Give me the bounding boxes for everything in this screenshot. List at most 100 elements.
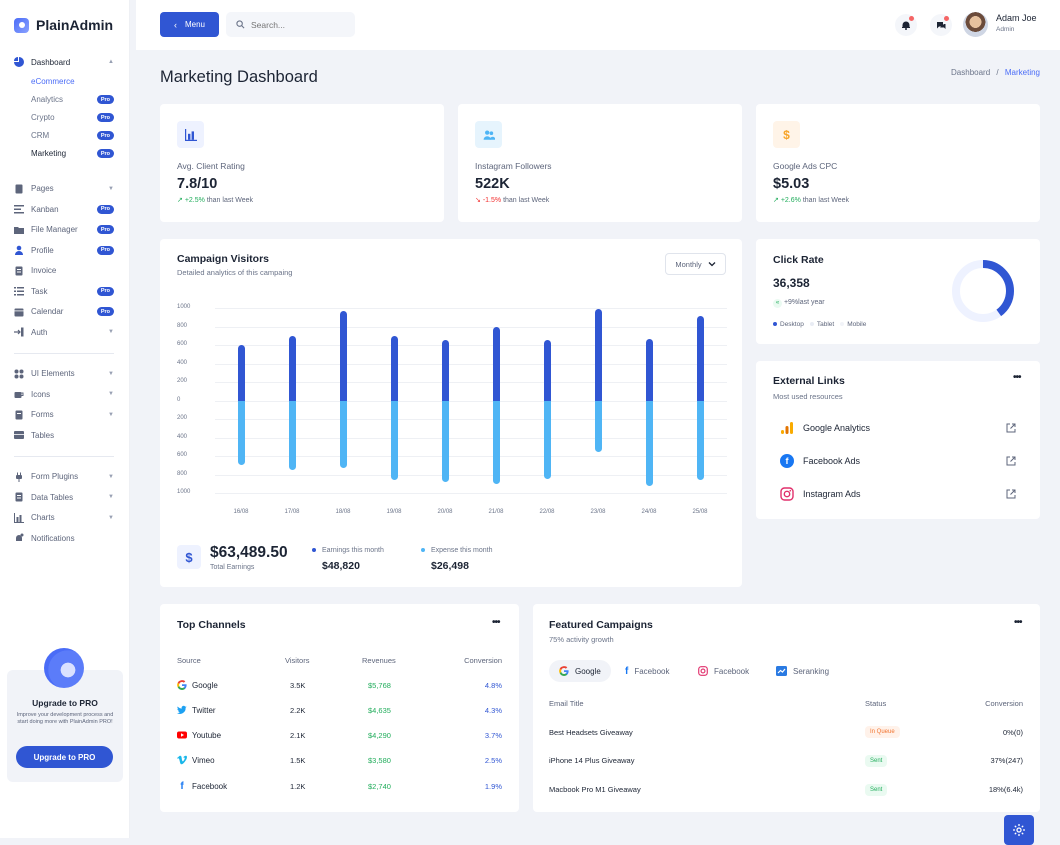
earnings-bar[interactable] — [339, 310, 347, 404]
more-options-icon[interactable]: ••• — [492, 617, 500, 628]
settings-button[interactable] — [1004, 815, 1034, 845]
table-row[interactable]: Youtube — [177, 730, 221, 740]
campaign-subtitle: Detailed analytics of this campaing — [177, 268, 293, 277]
earnings-bar[interactable] — [441, 340, 449, 404]
expense-bar[interactable] — [390, 400, 398, 481]
sidebar-item-dashboard[interactable]: Dashboard ▲ — [0, 52, 128, 73]
expense-bar[interactable] — [492, 400, 500, 484]
click-rate-donut — [952, 260, 1014, 322]
sidebar-item-calendar[interactable]: Calendar Pro — [0, 302, 128, 323]
period-select[interactable]: Monthly — [665, 253, 726, 275]
total-earnings-value: $63,489.50 — [210, 544, 288, 561]
channel-conversion: 4.8% — [484, 681, 502, 690]
breadcrumb-root[interactable]: Dashboard — [951, 68, 991, 77]
sidebar-item-label: Notifications — [31, 533, 75, 543]
app-logo[interactable]: PlainAdmin — [14, 17, 113, 33]
campaign-row-title[interactable]: Macbook Pro M1 Giveaway — [549, 785, 641, 794]
stat-trend: ↗ +2.5% than last Week — [177, 196, 253, 204]
table-row[interactable]: Google — [177, 680, 218, 690]
campaign-row-title[interactable]: iPhone 14 Plus Giveaway — [549, 756, 635, 765]
external-link-facebook-ads[interactable]: f Facebook Ads — [780, 454, 1016, 468]
external-link-icon[interactable] — [1006, 489, 1016, 499]
sidebar-item-icons[interactable]: Icons ▼ — [0, 384, 128, 405]
sidebar-item-task[interactable]: Task Pro — [0, 281, 128, 302]
donut-arc — [952, 260, 1014, 322]
table-icon — [14, 430, 24, 440]
search-bar[interactable] — [226, 12, 355, 37]
expense-bar[interactable] — [594, 400, 602, 453]
sidebar-item-label: Crypto — [31, 113, 55, 122]
tab-instagram[interactable]: Facebook — [688, 660, 759, 682]
breadcrumb-current: Marketing — [1004, 68, 1040, 77]
sidebar-item-kanban[interactable]: Kanban Pro — [0, 199, 128, 220]
expense-bar[interactable] — [237, 400, 245, 466]
breadcrumb-separator: / — [996, 68, 999, 77]
earnings-bar[interactable] — [237, 345, 245, 404]
legend-label: Expense this month — [431, 547, 493, 554]
campaign-row-title[interactable]: Best Headsets Giveaway — [549, 728, 633, 737]
sidebar-item-tables[interactable]: Tables — [0, 425, 128, 446]
sidebar-item-notifications[interactable]: Notifications — [0, 528, 128, 549]
pro-badge: Pro — [96, 225, 114, 235]
external-link-google-analytics[interactable]: Google Analytics — [780, 421, 1016, 435]
sidebar-item-profile[interactable]: Profile Pro — [0, 240, 128, 261]
expense-bar[interactable] — [696, 400, 704, 481]
earnings-bar[interactable] — [288, 335, 296, 404]
chevron-down-icon: ▼ — [108, 411, 114, 418]
earnings-bar[interactable] — [543, 340, 551, 404]
expense-bar[interactable] — [543, 400, 551, 480]
stat-card-client-rating: Avg. Client Rating 7.8/10 ↗ +2.5% than l… — [160, 104, 444, 222]
messages-button[interactable] — [930, 14, 952, 36]
earnings-bar[interactable] — [645, 338, 653, 404]
tab-facebook[interactable]: f Facebook — [615, 660, 679, 682]
notification-dot — [909, 16, 914, 21]
external-link-icon[interactable] — [1006, 456, 1016, 466]
legend-dot — [421, 548, 425, 553]
channel-source: Youtube — [192, 730, 222, 740]
sidebar-item-invoice[interactable]: Invoice — [0, 261, 128, 282]
earnings-bar[interactable] — [390, 335, 398, 404]
table-row[interactable]: Twitter — [177, 705, 216, 715]
sidebar-item-form-plugins[interactable]: Form Plugins ▼ — [0, 467, 128, 488]
upgrade-button[interactable]: Upgrade to PRO — [16, 746, 113, 768]
sidebar-subitem-analytics[interactable]: Analytics Pro — [0, 91, 128, 109]
sidebar-item-charts[interactable]: Charts ▼ — [0, 508, 128, 529]
sidebar-item-data-tables[interactable]: Data Tables ▼ — [0, 487, 128, 508]
user-name[interactable]: Adam Joe — [996, 13, 1037, 23]
sidebar-item-file-manager[interactable]: File Manager Pro — [0, 220, 128, 241]
notifications-button[interactable] — [895, 14, 917, 36]
more-options-icon[interactable]: ••• — [1013, 372, 1021, 383]
sidebar-item-auth[interactable]: Auth ▼ — [0, 322, 128, 343]
sidebar-subitem-crm[interactable]: CRM Pro — [0, 127, 128, 145]
sidebar-scrollbar[interactable] — [130, 0, 136, 790]
tab-google[interactable]: Google — [549, 660, 611, 682]
expense-bar[interactable] — [288, 400, 296, 470]
sidebar-subitem-ecommerce[interactable]: eCommerce — [0, 73, 128, 91]
breadcrumb: Dashboard / Marketing — [951, 68, 1040, 77]
sidebar-item-forms[interactable]: Forms ▼ — [0, 405, 128, 426]
expense-bar[interactable] — [339, 400, 347, 469]
table-row[interactable]: f Facebook — [177, 781, 227, 792]
sidebar-subitem-crypto[interactable]: Crypto Pro — [0, 109, 128, 127]
earnings-bar[interactable] — [696, 316, 704, 404]
calendar-icon — [14, 307, 24, 317]
period-select-value: Monthly — [675, 259, 702, 269]
expense-bar[interactable] — [645, 400, 653, 486]
earnings-bar[interactable] — [492, 326, 500, 404]
sidebar-subitem-marketing[interactable]: Marketing Pro — [0, 145, 128, 163]
search-input[interactable] — [251, 19, 351, 30]
external-link-icon[interactable] — [1006, 423, 1016, 433]
grid-line — [215, 382, 727, 383]
menu-toggle-button[interactable]: ‹ Menu — [160, 12, 219, 37]
tab-seranking[interactable]: Seranking — [766, 660, 839, 682]
earnings-bar[interactable] — [594, 308, 602, 404]
user-avatar[interactable] — [963, 12, 988, 37]
table-row[interactable]: Vimeo — [177, 755, 215, 765]
users-icon — [475, 121, 502, 148]
sidebar-item-pages[interactable]: Pages ▼ — [0, 179, 128, 200]
channel-visitors: 3.5K — [290, 681, 306, 690]
sidebar-item-ui-elements[interactable]: UI Elements ▼ — [0, 364, 128, 385]
external-link-instagram-ads[interactable]: Instagram Ads — [780, 487, 1016, 501]
more-options-icon[interactable]: ••• — [1014, 617, 1022, 628]
expense-bar[interactable] — [441, 400, 449, 482]
